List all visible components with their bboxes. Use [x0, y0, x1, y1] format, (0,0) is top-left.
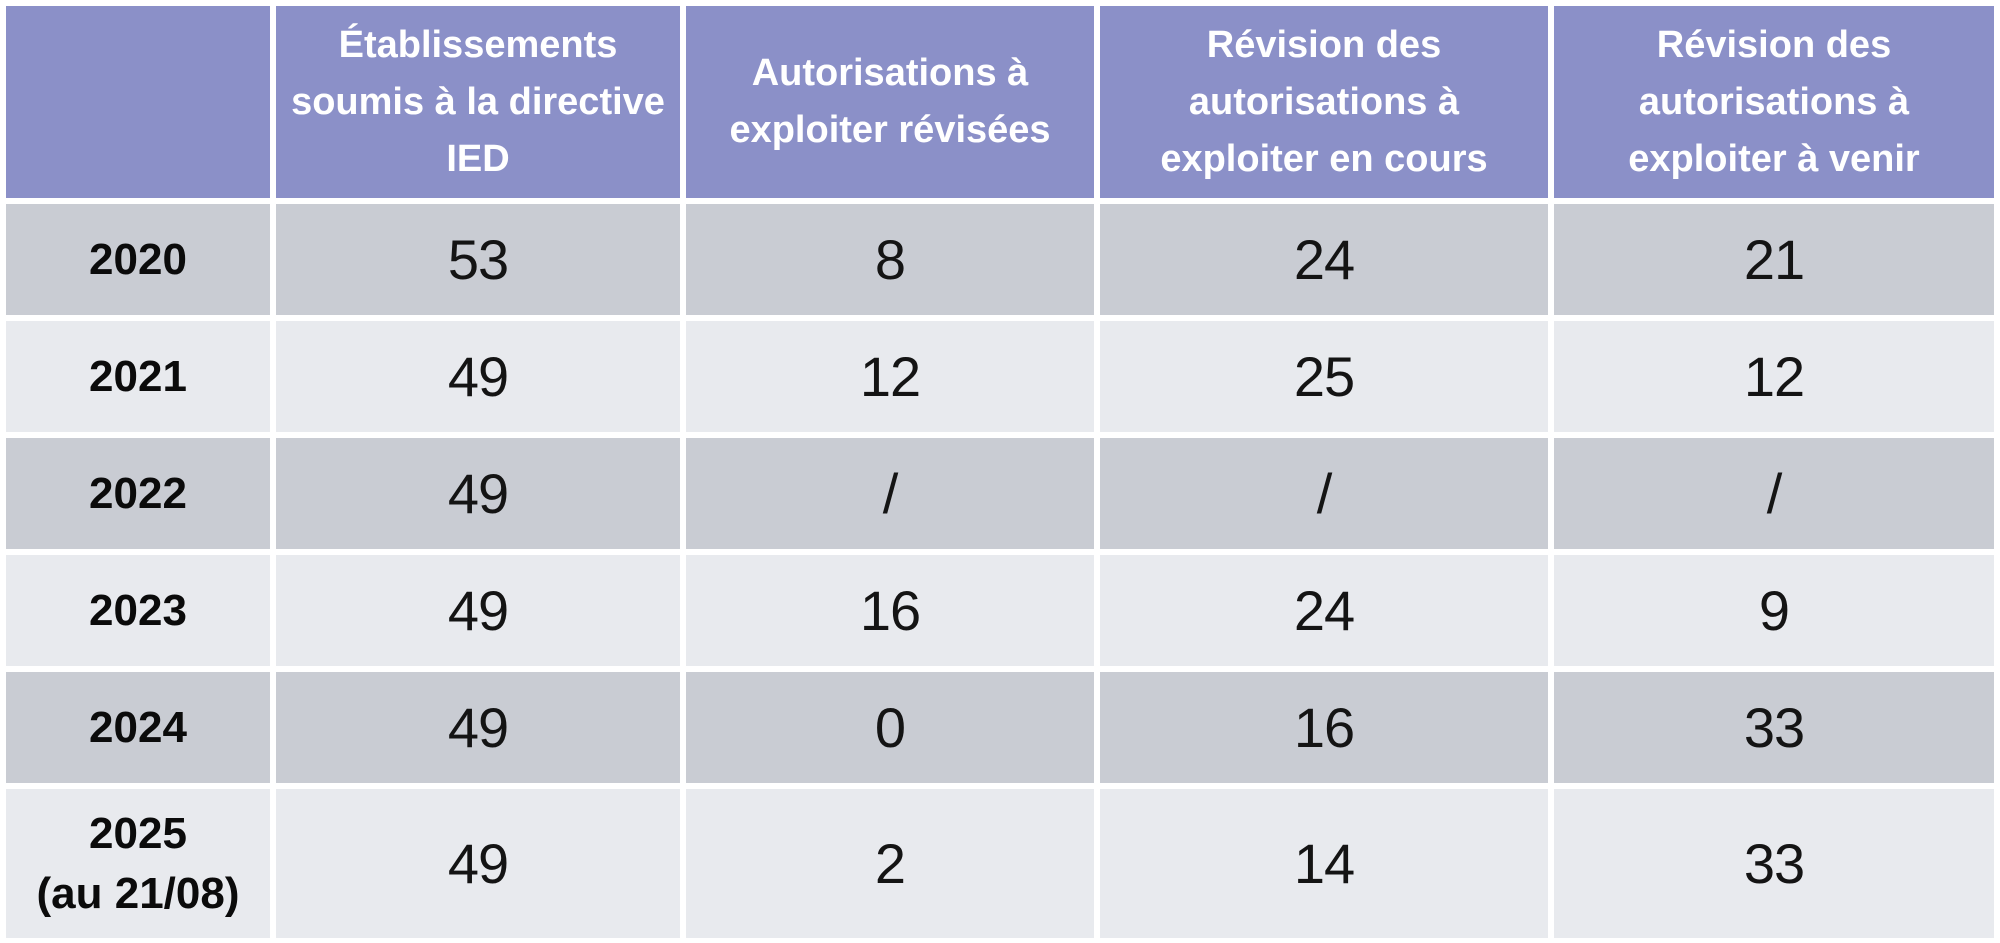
year-text: 2020: [89, 234, 187, 284]
data-cell: 49: [276, 672, 680, 783]
table-row-2023: 2023 49 16 24 9: [6, 555, 1994, 666]
data-cell: 14: [1100, 789, 1548, 938]
year-text: 2024: [89, 702, 187, 752]
year-note: (au 21/08): [36, 868, 240, 918]
data-cell: 53: [276, 204, 680, 315]
row-year-label: 2022: [6, 438, 270, 549]
data-cell: /: [1554, 438, 1994, 549]
data-cell: 9: [1554, 555, 1994, 666]
data-cell: 12: [686, 321, 1094, 432]
column-header-3: Révision des autorisations à exploiter e…: [1100, 6, 1548, 198]
data-cell: 33: [1554, 789, 1994, 938]
data-cell: 16: [686, 555, 1094, 666]
column-header-1: Établissements soumis à la directive IED: [276, 6, 680, 198]
data-cell: /: [686, 438, 1094, 549]
data-cell: 2: [686, 789, 1094, 938]
row-year-label: 2024: [6, 672, 270, 783]
data-cell: 49: [276, 789, 680, 938]
table-row-2022: 2022 49// /: [6, 438, 1994, 549]
data-cell: 24: [1100, 204, 1548, 315]
row-year-label: 2020: [6, 204, 270, 315]
year-text: 2023: [89, 585, 187, 635]
data-cell: 49: [276, 321, 680, 432]
data-cell: 8: [686, 204, 1094, 315]
data-cell: 21: [1554, 204, 1994, 315]
row-year-label: 2025 (au 21/08): [6, 789, 270, 938]
year-text: 2025: [89, 809, 187, 859]
header-row: Établissements soumis à la directive IED…: [6, 6, 1994, 198]
data-cell: 49: [276, 438, 680, 549]
data-cell: 25: [1100, 321, 1548, 432]
table-row-2024: 2024 49 0 16 33: [6, 672, 1994, 783]
column-header-2: Autorisations à exploiter révisées: [686, 6, 1094, 198]
data-cell: 12: [1554, 321, 1994, 432]
data-cell: /: [1100, 438, 1548, 549]
table-row-2020: 2020 53 8 24 21: [6, 204, 1994, 315]
row-year-label: 2023: [6, 555, 270, 666]
year-text: 2022: [89, 468, 187, 518]
year-text: 2021: [89, 351, 187, 401]
column-header-4: Révision des autorisations à exploiter à…: [1554, 6, 1994, 198]
data-cell: 16: [1100, 672, 1548, 783]
data-cell: 24: [1100, 555, 1548, 666]
row-year-label: 2021: [6, 321, 270, 432]
table-row-2025: 2025 (au 21/08) 49 2 14 33: [6, 789, 1994, 938]
table-row-2021: 2021 49 12 25 12: [6, 321, 1994, 432]
table-body: 2020 53 8 24 21 2021 49 12 25 12 2022 49///2023 49 16…: [6, 204, 1994, 938]
data-cell: 49: [276, 555, 680, 666]
data-cell: 0: [686, 672, 1094, 783]
corner-cell: [6, 6, 270, 198]
data-cell: 33: [1554, 672, 1994, 783]
